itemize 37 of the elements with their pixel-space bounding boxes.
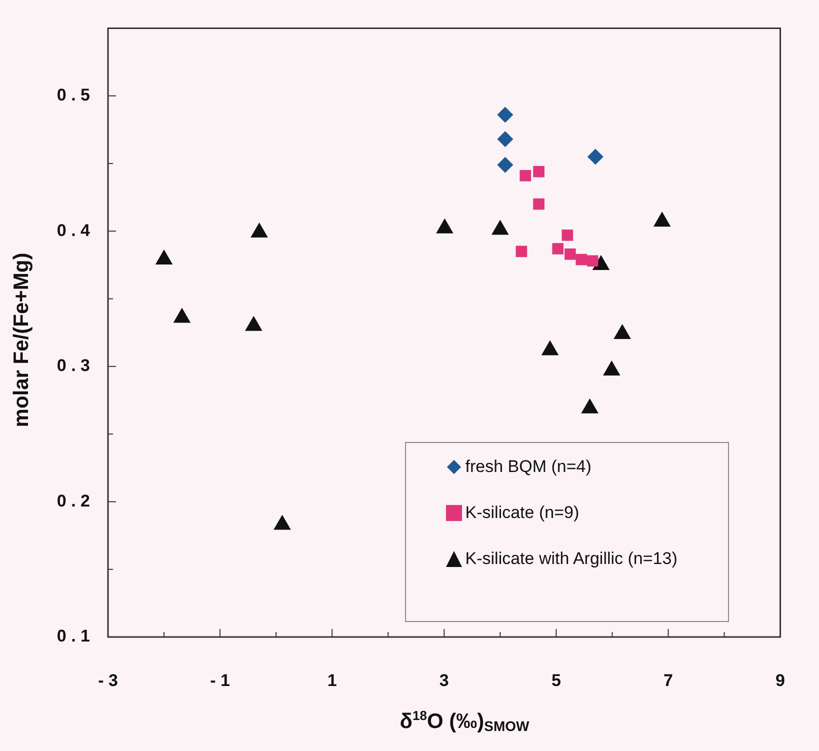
point bbox=[562, 230, 574, 241]
x-axis-title: δ$^{18}$O (‰)$_{SMOW}$ bbox=[398, 708, 530, 734]
y-axis-title: molar Fe/(Fe+Mg) bbox=[10, 252, 34, 428]
y-tick-label: 0 . 4 bbox=[56, 220, 91, 240]
y-tick-label: 0 . 3 bbox=[56, 356, 90, 376]
legend-label: K-silicate (n=9) bbox=[465, 503, 580, 523]
point bbox=[497, 131, 514, 148]
point bbox=[516, 246, 528, 258]
point bbox=[497, 156, 514, 173]
point bbox=[587, 148, 604, 165]
point bbox=[533, 166, 544, 178]
x-tick-label: 3 bbox=[439, 670, 449, 690]
y-tick-label: 0 . 2 bbox=[56, 491, 90, 510]
point bbox=[602, 360, 620, 376]
x-tick-label: 1 bbox=[327, 670, 337, 690]
point bbox=[614, 324, 631, 339]
point bbox=[541, 340, 559, 356]
point bbox=[245, 316, 262, 331]
y-tick-label: 0 . 1 bbox=[56, 626, 90, 646]
point bbox=[497, 106, 514, 123]
x-tick-label: 5 bbox=[551, 670, 561, 690]
legend-label: fresh BQM (n=4) bbox=[465, 457, 592, 477]
point bbox=[564, 248, 576, 260]
x-tick-label: - 3 bbox=[98, 670, 118, 690]
x-tick-label: 9 bbox=[776, 670, 786, 690]
point bbox=[581, 398, 598, 414]
point bbox=[155, 250, 173, 265]
point bbox=[520, 170, 532, 182]
x-tick-label: - 1 bbox=[210, 670, 230, 690]
point bbox=[173, 308, 191, 323]
point bbox=[552, 243, 564, 254]
point bbox=[533, 198, 544, 210]
point bbox=[586, 255, 598, 267]
point bbox=[576, 254, 588, 266]
legend-label: K-silicate with Argillic (n=13) bbox=[465, 549, 678, 569]
y-tick-label: 0 . 5 bbox=[56, 86, 90, 105]
x-tick-label: 7 bbox=[663, 670, 673, 690]
